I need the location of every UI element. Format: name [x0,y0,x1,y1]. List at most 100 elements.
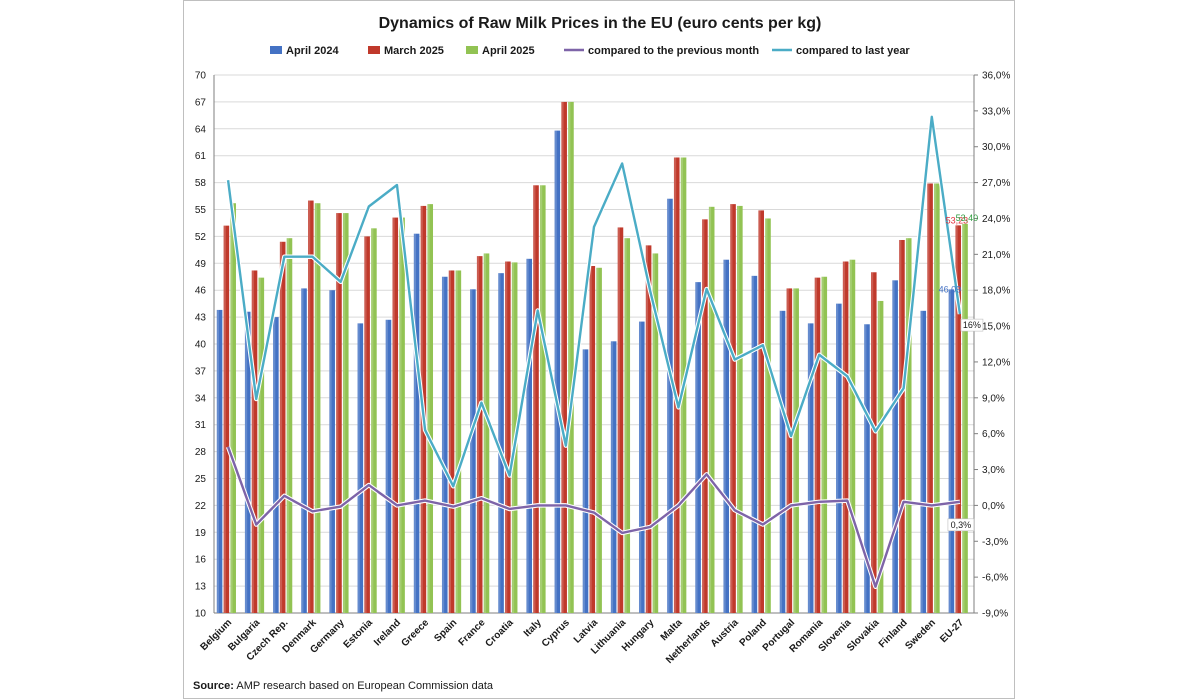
bar [849,259,856,613]
bar [610,341,617,613]
bar-highlight [624,238,627,613]
bar-highlight [230,203,233,613]
y-left-tick-label: 49 [195,259,207,270]
bar-highlight [905,238,909,613]
legend-label: April 2025 [482,45,535,57]
source-note: Source: AMP research based on European C… [193,680,493,692]
bar [779,310,786,613]
bar-highlight [336,213,339,613]
bar-highlight [842,261,846,613]
y-right-tick-label: -3,0% [982,537,1008,548]
bar [364,236,370,613]
data-label: 53,40 [956,213,979,223]
data-label: 46,09 [939,284,962,294]
bar [582,349,589,613]
legend-label: March 2025 [384,45,444,57]
bar-highlight [589,265,592,613]
bar-highlight [455,270,458,613]
category-label: Greece [399,617,431,649]
bar [357,323,364,613]
bar [427,204,434,613]
bar-highlight [610,341,614,613]
category-label: Malta [659,617,685,643]
category-label: Cyprus [540,617,572,649]
bar-highlight [505,261,508,613]
bar [399,217,405,613]
bar-highlight [286,238,289,613]
bar-highlight [392,217,395,613]
bar-highlight [870,272,874,613]
bar [483,253,490,614]
bar [540,185,546,614]
y-left-tick-label: 13 [195,582,207,593]
bar-highlight [927,183,930,613]
bar [561,101,567,614]
y-left-tick-label: 22 [195,501,207,512]
bar-highlight [483,253,486,614]
data-label: 53,23 [946,215,969,225]
milk-price-chart: Dynamics of Raw Milk Prices in the EU (e… [195,15,1011,666]
bar-highlight [533,185,536,614]
category-label: Estonia [342,617,376,651]
bar-highlight [814,277,817,613]
bar [476,256,483,613]
bar-highlight [793,288,796,613]
data-label-box [960,318,984,332]
bar-highlight [864,324,867,613]
bar-highlight [723,259,726,613]
source-prefix: Source: [193,680,234,692]
legend-label: compared to last year [796,45,910,57]
y-right-tick-label: 21,0% [982,250,1010,261]
bar [329,290,335,613]
y-left-tick-label: 16 [195,555,207,566]
bar [905,238,912,613]
bar [955,225,962,613]
bar [870,272,877,613]
bar-highlight [638,321,642,613]
bar-highlight [448,270,451,613]
bar [836,303,842,613]
y-right-tick-label: 27,0% [982,178,1010,189]
bar-highlight [476,256,480,613]
bar-highlight [223,225,226,613]
bar [371,228,377,613]
bar-highlight [301,288,304,613]
bar-highlight [652,253,655,614]
bar [589,265,596,613]
bar-highlight [385,319,388,613]
bar-highlight [441,276,445,613]
bar [723,259,730,613]
bar-highlight [258,277,261,613]
bar-highlight [934,183,937,613]
legend-swatch [368,46,380,54]
bar [934,183,940,613]
y-left-tick-label: 61 [195,151,207,162]
y-left-tick-label: 58 [195,178,207,189]
bar [554,130,561,614]
bar-highlight [708,206,712,613]
y-left-tick-label: 40 [195,340,207,351]
bar [737,205,743,613]
y-right-tick-label: 30,0% [982,142,1010,153]
y-right-tick-label: 36,0% [982,71,1010,82]
bar [765,218,771,613]
bar-highlight [371,228,374,613]
bar [673,157,680,613]
bar-highlight [216,309,220,613]
y-left-tick-label: 43 [195,313,207,324]
legend-label: April 2024 [286,45,339,57]
legend: April 2024 March 2025 April 2025 compared t… [270,45,910,57]
bar [821,276,828,613]
chart-title: Dynamics of Raw Milk Prices in the EU (e… [379,15,822,32]
bar-highlight [920,310,923,613]
bar-highlight [329,290,332,613]
bar-highlight [836,303,839,613]
bar-highlight [702,219,705,613]
bar [273,317,279,613]
bar [279,241,286,613]
bar [695,282,701,613]
bar-highlight [765,218,768,613]
bar-highlight [667,198,670,614]
bar [470,289,476,613]
